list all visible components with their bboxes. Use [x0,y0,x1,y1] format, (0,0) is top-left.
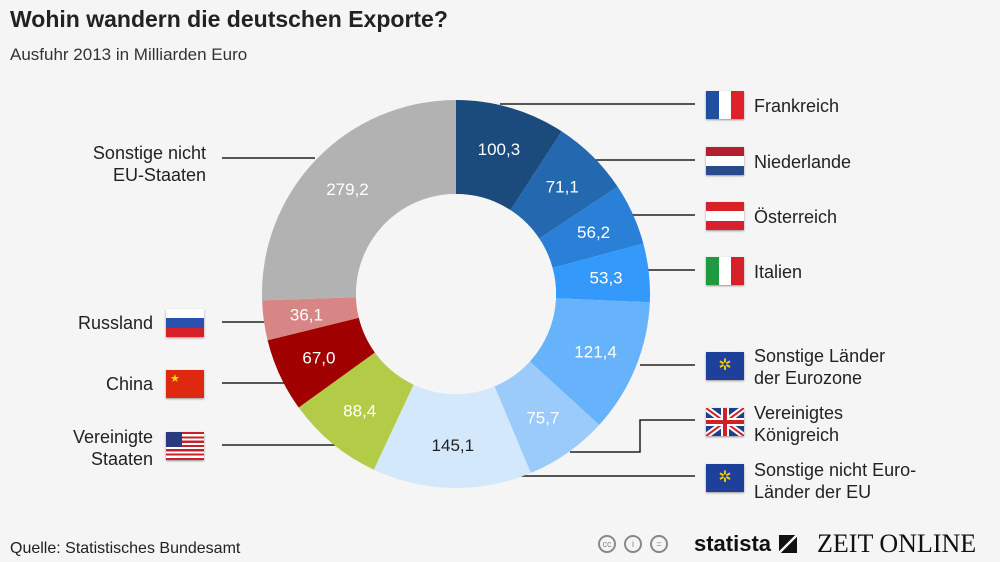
slice-value-label: 67,0 [302,348,335,367]
donut-slice-4 [529,298,650,425]
eu-flag-icon: ✲ [706,352,744,380]
label-line: Königreich [754,425,840,445]
label-eurozone: Sonstige Länder der Eurozone [754,345,885,389]
donut-slice-3 [552,243,651,303]
label-niederlande: Niederlande [754,152,852,172]
donut-slice-1 [510,131,618,239]
source-note: Quelle: Statistisches Bundesamt [10,540,241,557]
label-usa: Vereinigte Staaten [40,426,153,470]
statista-mark-icon [779,535,798,553]
cc-license-icon: cc [598,535,616,553]
donut-hole [356,194,556,394]
slice-value-label: 75,7 [526,408,559,427]
slice-value-label: 56,2 [577,223,610,242]
austria-flag-icon [706,202,744,230]
donut-slice-8 [267,317,375,408]
russia-flag-icon [166,309,204,337]
label-russland: Russland [77,313,153,333]
label-uk: Vereinigtes Königreich [754,402,843,446]
chart-title: Wohin wandern die deutschen Exporte? [10,6,448,32]
label-oesterreich: Österreich [754,207,838,227]
slice-value-label: 121,4 [574,343,617,362]
slice-value-label: 88,4 [343,401,376,420]
statista-logo: statista [694,531,772,556]
label-line: Vereinigte [72,427,153,447]
label-line: Länder der EU [754,482,872,502]
eu-flag-icon: ✲ [706,464,744,492]
leader-line-uk [570,419,695,453]
cc-nd-icon: = [650,535,668,553]
label-china: China [105,374,153,394]
label-line: Sonstige Länder [754,346,886,366]
uk-flag-icon [706,408,744,436]
label-line: EU-Staaten [112,165,206,185]
chart-subtitle: Ausfuhr 2013 in Milliarden Euro [10,45,248,64]
donut-slice-5 [494,361,600,474]
italy-flag-icon [706,257,744,285]
donut-slice-0 [456,100,562,211]
china-flag-icon: ★ [166,370,204,398]
slice-value-label: 100,3 [478,140,521,159]
donut-slice-6 [373,384,531,489]
label-italien: Italien [754,262,803,282]
label-line: der Eurozone [754,368,863,388]
donut-slice-7 [298,352,414,470]
label-other: Sonstige nicht EU-Staaten [40,142,206,186]
slice-value-label: 36,1 [290,306,323,325]
footer-logos: cc i = statista ZEIT ONLINE [598,529,977,558]
usa-flag-icon [166,432,204,460]
donut-slice-9 [262,297,359,341]
slice-value-label: 53,3 [590,268,623,287]
label-noneuro: Sonstige nicht Euro- Länder der EU [754,459,916,503]
label-frankreich: Frankreich [754,96,840,116]
slice-value-label: 279,2 [326,180,369,199]
label-line: Sonstige nicht Euro- [754,460,917,480]
netherlands-flag-icon [706,147,744,175]
donut-slice-10 [262,100,456,301]
cc-by-icon: i [624,535,642,553]
slice-value-label: 145,1 [432,436,475,455]
label-line: Vereinigtes [754,403,844,423]
france-flag-icon [706,91,744,119]
donut-slice-2 [539,186,644,268]
slice-value-label: 71,1 [546,178,579,197]
label-line: Staaten [90,449,153,469]
label-line: Sonstige nicht [92,143,206,163]
zeit-online-logo: ZEIT ONLINE [817,529,977,558]
